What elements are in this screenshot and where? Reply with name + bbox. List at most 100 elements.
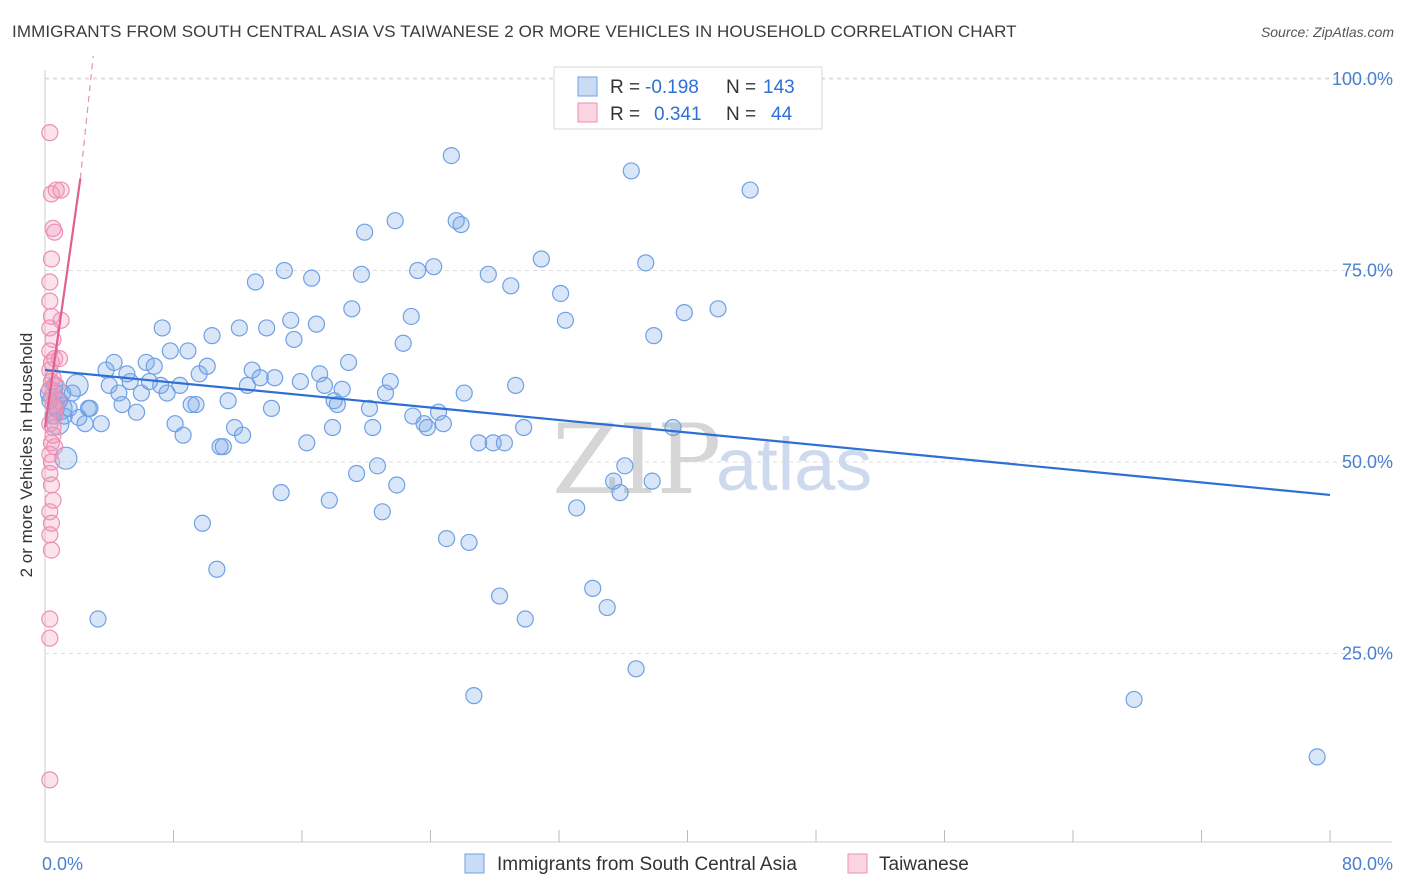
series-immigrants-points xyxy=(39,147,1326,766)
data-point-immigrants xyxy=(198,357,216,375)
data-point-immigrants xyxy=(208,560,226,578)
data-point-immigrants xyxy=(127,403,146,421)
data-point-immigrants xyxy=(418,418,436,437)
legend-blue-swatch xyxy=(577,76,598,97)
legend-r-label: R = xyxy=(610,77,640,98)
data-point-immigrants xyxy=(368,457,387,475)
data-point-immigrants xyxy=(182,395,200,414)
data-point-immigrants xyxy=(320,491,338,509)
legend-r-value: 0.341 xyxy=(654,104,702,125)
data-point-immigrants xyxy=(741,181,759,199)
data-point-immigrants xyxy=(364,418,382,437)
data-point-taiwanese xyxy=(41,526,59,544)
data-point-immigrants xyxy=(251,369,269,387)
data-point-immigrants xyxy=(645,327,663,345)
watermark-atlas: atlas xyxy=(716,423,872,506)
legend-r-label: R = xyxy=(610,104,640,125)
data-point-immigrants xyxy=(81,399,99,417)
trend-line-immigrants xyxy=(44,368,1331,497)
data-point-immigrants xyxy=(465,687,483,705)
data-point-immigrants xyxy=(214,438,232,456)
data-point-immigrants xyxy=(490,587,509,605)
data-point-immigrants xyxy=(437,529,456,548)
data-point-taiwanese xyxy=(46,223,64,241)
data-point-immigrants xyxy=(65,373,89,397)
data-point-immigrants xyxy=(568,499,586,517)
data-point-immigrants xyxy=(386,212,404,230)
data-point-immigrants xyxy=(113,395,131,414)
data-point-immigrants xyxy=(425,258,443,276)
data-point-immigrants xyxy=(161,342,179,360)
y-tick-labels: 25.0% 50.0% 75.0% 100.0% xyxy=(1332,69,1393,664)
data-point-immigrants xyxy=(434,415,452,433)
data-point-immigrants xyxy=(381,372,399,391)
data-point-immigrants xyxy=(246,273,265,291)
data-point-immigrants xyxy=(187,395,205,414)
data-point-immigrants xyxy=(285,330,303,349)
data-point-immigrants xyxy=(315,376,334,394)
data-point-immigrants xyxy=(460,533,478,552)
data-point-taiwanese xyxy=(41,629,59,647)
data-point-immigrants xyxy=(266,369,284,387)
trend-lines xyxy=(43,55,1331,497)
data-point-immigrants xyxy=(63,384,81,402)
series-taiwanese-points xyxy=(41,124,70,789)
legend-immigrants-label: Immigrants from South Central Asia xyxy=(497,854,797,875)
data-point-immigrants xyxy=(442,147,460,165)
data-point-immigrants xyxy=(258,319,276,337)
series-legend: Immigrants from South Central Asia Taiwa… xyxy=(464,853,969,875)
data-point-immigrants xyxy=(627,660,645,678)
data-point-taiwanese xyxy=(42,541,61,559)
data-point-immigrants xyxy=(203,327,221,345)
legend-n-label: N = xyxy=(726,77,756,98)
data-point-immigrants xyxy=(675,304,693,322)
legend-r-value: -0.198 xyxy=(645,77,699,98)
data-point-immigrants xyxy=(373,503,391,521)
data-point-taiwanese xyxy=(41,771,59,789)
data-point-immigrants xyxy=(219,392,237,410)
data-point-immigrants xyxy=(323,418,342,437)
data-point-immigrants xyxy=(532,250,550,268)
data-point-immigrants xyxy=(282,311,300,329)
data-point-immigrants xyxy=(92,415,110,433)
data-point-immigrants xyxy=(158,384,176,402)
data-point-immigrants xyxy=(1125,690,1143,709)
legend-immigrants-swatch xyxy=(464,853,485,874)
data-point-immigrants xyxy=(360,399,379,417)
data-point-immigrants xyxy=(616,457,634,475)
data-point-immigrants xyxy=(409,261,427,280)
data-point-immigrants xyxy=(584,579,602,597)
data-point-taiwanese xyxy=(41,292,59,310)
data-point-immigrants xyxy=(552,284,570,303)
data-point-immigrants xyxy=(388,476,406,494)
data-point-immigrants xyxy=(402,307,420,326)
data-point-immigrants xyxy=(502,277,520,295)
data-point-immigrants xyxy=(325,392,343,410)
x-tick-label: 0.0% xyxy=(42,854,83,874)
data-point-immigrants xyxy=(452,215,470,234)
data-point-immigrants xyxy=(145,357,163,375)
data-point-immigrants xyxy=(611,484,629,502)
data-point-immigrants xyxy=(303,269,321,287)
data-point-immigrants xyxy=(137,353,155,372)
data-point-immigrants xyxy=(664,418,682,437)
y-tick-label: 50.0% xyxy=(1342,452,1393,472)
data-point-immigrants xyxy=(356,223,374,241)
data-point-immigrants xyxy=(637,254,655,272)
legend-n-value: 44 xyxy=(771,104,793,125)
x-tick-label: 80.0% xyxy=(1342,854,1393,874)
data-point-immigrants xyxy=(394,334,412,352)
data-point-immigrants xyxy=(193,514,212,532)
legend-n-label: N = xyxy=(726,104,756,125)
data-point-immigrants xyxy=(643,472,661,490)
data-point-immigrants xyxy=(275,261,293,280)
data-point-immigrants xyxy=(515,418,533,437)
data-point-taiwanese xyxy=(42,250,61,268)
chart-title: IMMIGRANTS FROM SOUTH CENTRAL ASIA VS TA… xyxy=(12,22,1017,41)
data-point-immigrants xyxy=(516,610,534,628)
watermark: ZIP atlas xyxy=(552,404,872,516)
data-point-immigrants xyxy=(1308,748,1326,766)
data-point-taiwanese xyxy=(41,610,59,628)
data-point-immigrants xyxy=(709,300,727,318)
